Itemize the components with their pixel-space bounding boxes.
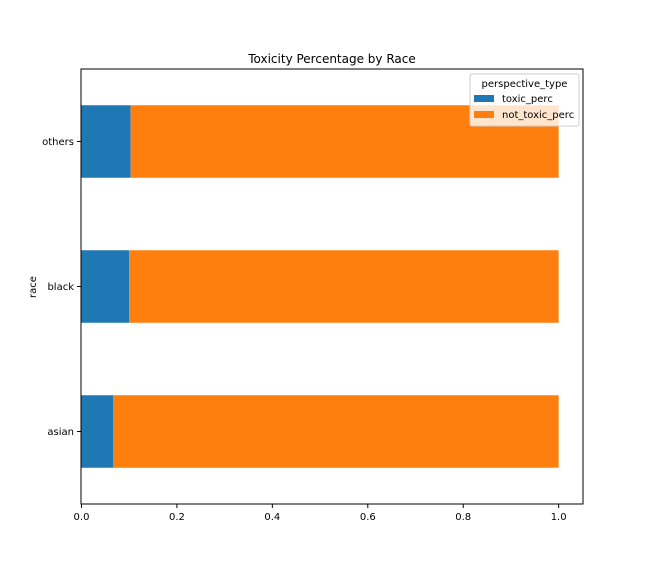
x-tick-label: 1.0	[551, 512, 567, 523]
y-axis-label: race	[28, 276, 39, 298]
x-tick-label: 0.2	[169, 512, 185, 523]
y-tick-label: black	[47, 282, 74, 293]
legend-label-not_toxic_perc: not_toxic_perc	[502, 110, 574, 121]
legend-label-toxic_perc: toxic_perc	[502, 94, 553, 105]
y-tick-label: others	[42, 137, 74, 148]
x-tick-label: 0.0	[74, 512, 90, 523]
x-axis-ticks: 0.0 0.2 0.4 0.6 0.8 1.0	[74, 504, 567, 523]
chart-title: Toxicity Percentage by Race	[247, 52, 416, 66]
bar-black-toxic_perc	[81, 250, 130, 323]
y-axis-ticks: asian black others	[42, 137, 81, 438]
legend-title: perspective_type	[482, 79, 568, 90]
x-tick-label: 0.6	[360, 512, 376, 523]
bars-layer	[81, 105, 559, 468]
bar-asian-toxic_perc	[81, 395, 113, 468]
x-tick-label: 0.8	[455, 512, 471, 523]
bar-asian-not_toxic_perc	[112, 395, 559, 468]
legend-swatch-toxic_perc	[474, 95, 494, 102]
legend-box	[469, 73, 580, 127]
bar-others-toxic_perc	[81, 105, 131, 178]
legend-swatch-not_toxic_perc	[474, 111, 494, 118]
y-tick-label: asian	[47, 427, 74, 438]
legend: perspective_type toxic_perc not_toxic_per…	[469, 73, 580, 127]
legend-items: toxic_perc not_toxic_perc	[474, 94, 574, 121]
x-tick-label: 0.4	[264, 512, 280, 523]
bar-black-not_toxic_perc	[129, 250, 559, 323]
